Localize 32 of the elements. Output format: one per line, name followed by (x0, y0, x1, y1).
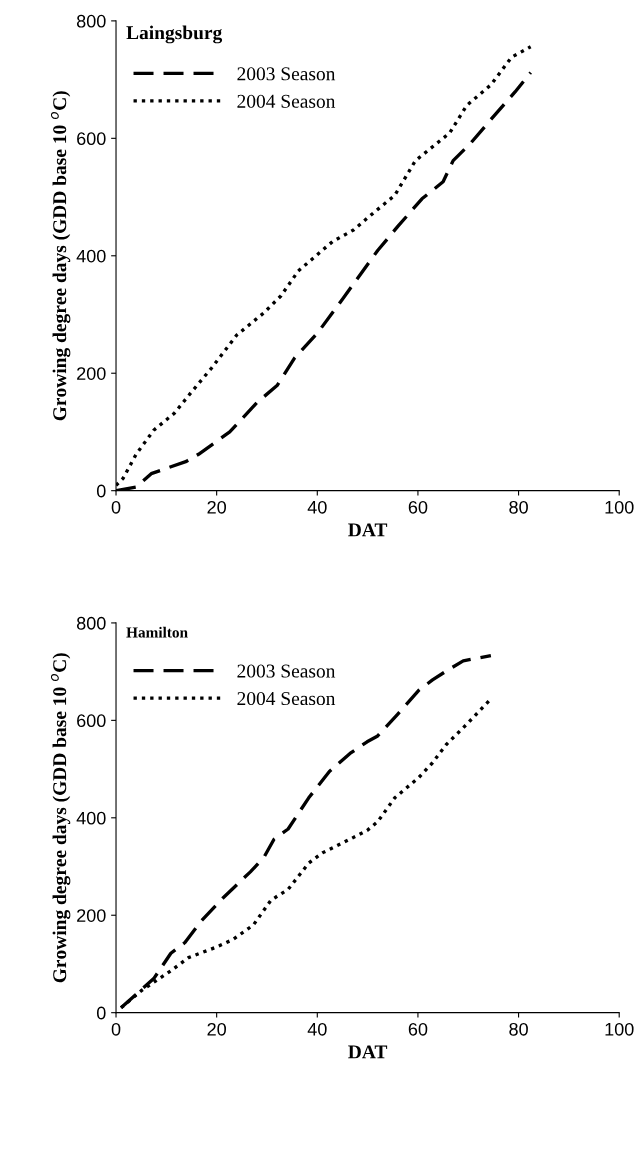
x-axis-title: DAT (348, 523, 388, 537)
y-tick-label: 600 (77, 714, 106, 728)
y-tick-label: 400 (76, 249, 106, 263)
legend-label: 2003 Season (237, 67, 336, 81)
y-axis-title: Growing degree days (GDD base 10 $^{o}$C) (50, 653, 71, 983)
y-tick-label: 600 (77, 132, 106, 146)
legend-label: 2003 Season (237, 664, 336, 678)
x-tick-label: 40 (307, 500, 327, 514)
x-tick-label: 20 (207, 500, 226, 514)
x-tick-label: 20 (207, 1022, 226, 1036)
x-tick-label: 80 (509, 1022, 528, 1036)
y-tick-label: 400 (76, 811, 106, 825)
y-axis-title: Growing degree days (GDD base 10 $^{o}$C) (50, 91, 71, 421)
x-tick-label: 0 (111, 1022, 121, 1036)
x-tick-label: 60 (408, 1022, 428, 1036)
x-tick-label: 100 (605, 1022, 634, 1036)
x-tick-label: 100 (605, 500, 634, 514)
legend-label: 2004 Season (237, 691, 336, 706)
y-tick-label: 800 (76, 616, 106, 630)
chart-title: Hamilton (126, 626, 188, 638)
legend-label: 2004 Season (237, 94, 336, 108)
y-tick-label: 200 (77, 909, 106, 922)
x-axis-title: DAT (348, 1045, 388, 1059)
y-tick-label: 200 (77, 367, 106, 380)
chart-title: Laingsburg (126, 25, 223, 44)
x-tick-label: 0 (111, 500, 121, 514)
x-tick-label: 60 (408, 500, 428, 514)
y-tick-label: 0 (96, 484, 106, 498)
x-tick-label: 40 (307, 1022, 327, 1036)
y-tick-label: 800 (76, 14, 106, 28)
y-tick-label: 0 (96, 1006, 106, 1020)
x-tick-label: 80 (509, 500, 528, 514)
